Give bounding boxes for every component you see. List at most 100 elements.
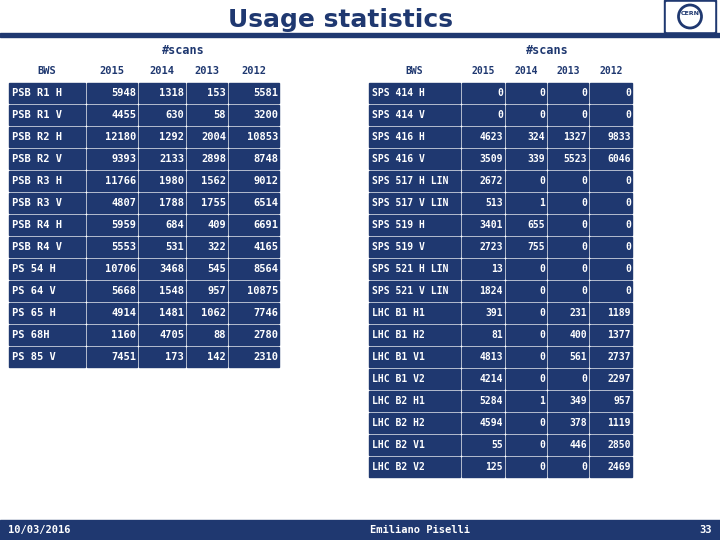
Text: 655: 655 bbox=[527, 220, 545, 230]
Bar bbox=[369, 303, 460, 323]
Text: LHC B2 H1: LHC B2 H1 bbox=[372, 396, 425, 406]
Bar bbox=[187, 281, 227, 301]
Bar bbox=[369, 259, 460, 279]
Bar bbox=[462, 149, 504, 169]
Text: 561: 561 bbox=[570, 352, 587, 362]
Text: 5581: 5581 bbox=[253, 88, 278, 98]
Text: PS 65 H: PS 65 H bbox=[12, 308, 55, 318]
Bar bbox=[229, 83, 279, 103]
Text: 0: 0 bbox=[625, 242, 631, 252]
Text: 2297: 2297 bbox=[608, 374, 631, 384]
Bar bbox=[462, 391, 504, 411]
Text: LHC B1 H1: LHC B1 H1 bbox=[372, 308, 425, 318]
Text: 0: 0 bbox=[581, 88, 587, 98]
Text: 4813: 4813 bbox=[480, 352, 503, 362]
Bar bbox=[9, 237, 85, 257]
Bar bbox=[87, 149, 137, 169]
Bar bbox=[229, 325, 279, 345]
Text: 0: 0 bbox=[625, 176, 631, 186]
Bar bbox=[548, 83, 588, 103]
Text: 378: 378 bbox=[570, 418, 587, 428]
Text: 33: 33 bbox=[700, 525, 712, 535]
Text: 5948: 5948 bbox=[111, 88, 136, 98]
Text: SPS 414 V: SPS 414 V bbox=[372, 110, 425, 120]
Text: #scans: #scans bbox=[526, 44, 568, 57]
Text: SPS 416 V: SPS 416 V bbox=[372, 154, 425, 164]
Bar bbox=[229, 149, 279, 169]
Text: 2012: 2012 bbox=[599, 66, 623, 76]
Bar bbox=[506, 149, 546, 169]
Text: SPS 517 H LIN: SPS 517 H LIN bbox=[372, 176, 449, 186]
Bar bbox=[9, 281, 85, 301]
Text: 0: 0 bbox=[625, 220, 631, 230]
Bar bbox=[229, 259, 279, 279]
Text: 11766: 11766 bbox=[104, 176, 136, 186]
Text: 0: 0 bbox=[539, 330, 545, 340]
Text: 9393: 9393 bbox=[111, 154, 136, 164]
Bar bbox=[548, 105, 588, 125]
Text: 2012: 2012 bbox=[241, 66, 266, 76]
Bar bbox=[548, 303, 588, 323]
Bar bbox=[369, 413, 460, 433]
Bar bbox=[187, 259, 227, 279]
Bar bbox=[139, 171, 185, 191]
Text: 4623: 4623 bbox=[480, 132, 503, 142]
Bar bbox=[9, 171, 85, 191]
Text: 1292: 1292 bbox=[159, 132, 184, 142]
Text: 1189: 1189 bbox=[608, 308, 631, 318]
Text: LHC B1 H2: LHC B1 H2 bbox=[372, 330, 425, 340]
Text: 2898: 2898 bbox=[201, 154, 226, 164]
Bar bbox=[590, 457, 632, 477]
Text: 10/03/2016: 10/03/2016 bbox=[8, 525, 71, 535]
Bar bbox=[506, 391, 546, 411]
Text: 1327: 1327 bbox=[564, 132, 587, 142]
Text: 755: 755 bbox=[527, 242, 545, 252]
Text: 142: 142 bbox=[207, 352, 226, 362]
Bar bbox=[9, 347, 85, 367]
Text: 153: 153 bbox=[207, 88, 226, 98]
Text: PS 68H: PS 68H bbox=[12, 330, 50, 340]
Bar bbox=[87, 83, 137, 103]
Bar bbox=[139, 347, 185, 367]
Bar bbox=[462, 457, 504, 477]
Bar bbox=[462, 83, 504, 103]
Bar bbox=[9, 325, 85, 345]
Bar bbox=[590, 83, 632, 103]
Text: 0: 0 bbox=[539, 308, 545, 318]
Text: 10853: 10853 bbox=[247, 132, 278, 142]
Bar bbox=[548, 369, 588, 389]
Text: 0: 0 bbox=[581, 462, 587, 472]
Text: PS 54 H: PS 54 H bbox=[12, 264, 55, 274]
Text: 0: 0 bbox=[539, 352, 545, 362]
Bar bbox=[548, 347, 588, 367]
Text: 0: 0 bbox=[539, 286, 545, 296]
Bar bbox=[369, 171, 460, 191]
Text: 2310: 2310 bbox=[253, 352, 278, 362]
Bar bbox=[139, 127, 185, 147]
Bar bbox=[590, 325, 632, 345]
Text: 0: 0 bbox=[625, 110, 631, 120]
Text: 9012: 9012 bbox=[253, 176, 278, 186]
Text: 1119: 1119 bbox=[608, 418, 631, 428]
Text: 2015: 2015 bbox=[99, 66, 125, 76]
Bar bbox=[9, 303, 85, 323]
Bar bbox=[666, 2, 714, 31]
Bar bbox=[590, 369, 632, 389]
Text: 3509: 3509 bbox=[480, 154, 503, 164]
Bar bbox=[187, 149, 227, 169]
Text: 10706: 10706 bbox=[104, 264, 136, 274]
Bar bbox=[229, 215, 279, 235]
Bar bbox=[548, 237, 588, 257]
Bar bbox=[590, 435, 632, 455]
Text: 4165: 4165 bbox=[253, 242, 278, 252]
Text: 2014: 2014 bbox=[514, 66, 538, 76]
Text: PSB R1 H: PSB R1 H bbox=[12, 88, 62, 98]
Text: 0: 0 bbox=[625, 198, 631, 208]
Bar bbox=[506, 457, 546, 477]
Text: 231: 231 bbox=[570, 308, 587, 318]
Text: 0: 0 bbox=[581, 110, 587, 120]
Text: 0: 0 bbox=[581, 242, 587, 252]
Text: 3200: 3200 bbox=[253, 110, 278, 120]
Bar bbox=[462, 127, 504, 147]
Text: 0: 0 bbox=[581, 220, 587, 230]
